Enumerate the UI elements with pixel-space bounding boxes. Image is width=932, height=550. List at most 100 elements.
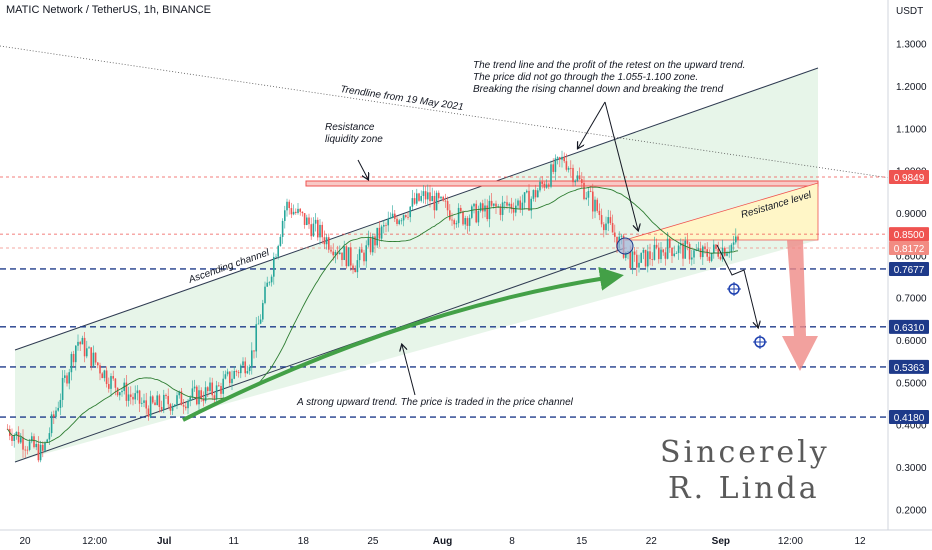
candle-body	[473, 203, 475, 207]
candle-body	[662, 249, 665, 253]
candle-body	[92, 352, 95, 366]
candle-body	[649, 251, 651, 260]
candle-body	[732, 242, 735, 245]
candle-body	[504, 202, 506, 204]
candle-body	[15, 431, 18, 436]
candle-body	[314, 219, 317, 224]
candle-body	[48, 433, 51, 440]
candle-body	[537, 190, 539, 198]
candle-body	[585, 197, 588, 200]
time-tick-label: Sep	[712, 536, 730, 547]
candle-body	[658, 247, 660, 260]
candle-body	[308, 217, 310, 225]
candle-body	[682, 243, 684, 259]
candle-body	[262, 303, 264, 320]
candle-body	[541, 181, 544, 184]
candle-body	[310, 224, 313, 237]
candle-body	[422, 191, 425, 196]
candle-body	[365, 245, 368, 262]
candle-body	[596, 199, 599, 211]
candle-body	[550, 164, 552, 187]
candle-body	[253, 350, 255, 352]
candle-body	[688, 243, 691, 260]
signature-line-2: R. Linda	[668, 471, 820, 506]
candle-body	[149, 396, 152, 417]
candle-body	[625, 251, 627, 258]
candle-body	[114, 378, 117, 388]
candle-body	[719, 256, 722, 260]
candle-body	[72, 353, 75, 363]
candle-body	[394, 213, 396, 219]
candle-body	[614, 232, 616, 237]
price-label-text: 0.8500	[894, 230, 925, 241]
price-tick-label: 0.8000	[896, 251, 927, 262]
candle-body	[273, 256, 275, 277]
candle-body	[196, 386, 198, 405]
candle-body	[112, 376, 115, 379]
candle-body	[715, 244, 717, 249]
candle-body	[521, 202, 524, 210]
candle-body	[125, 382, 128, 401]
price-label-text: 0.9849	[894, 173, 925, 184]
candle-body	[53, 414, 55, 417]
note-top-line-1: The trend line and the profit of the ret…	[473, 60, 745, 71]
candle-body	[323, 237, 326, 245]
candle-body	[539, 181, 541, 191]
candle-body	[510, 203, 513, 210]
candle-body	[209, 382, 211, 392]
candle-body	[339, 252, 341, 255]
candle-body	[411, 198, 414, 207]
candle-body	[468, 217, 471, 226]
price-label-text: 0.8172	[894, 244, 925, 255]
candle-body	[548, 184, 550, 187]
candle-body	[499, 206, 502, 215]
candle-body	[174, 404, 176, 407]
candle-body	[526, 190, 528, 193]
candle-body	[222, 378, 225, 394]
candle-body	[292, 211, 295, 215]
candle-body	[385, 225, 387, 226]
ascending-channel-fill	[15, 68, 818, 462]
price-tick-label: 1.3000	[896, 40, 927, 51]
candle-body	[387, 218, 390, 226]
candle-body	[713, 244, 715, 253]
candle-body	[726, 253, 728, 256]
candle-body	[420, 195, 423, 201]
candle-body	[138, 390, 141, 404]
candle-body	[105, 370, 108, 385]
candle-body	[554, 158, 557, 172]
candle-body	[116, 387, 119, 396]
candle-body	[380, 226, 383, 239]
candle-body	[545, 184, 548, 188]
candle-body	[728, 252, 731, 254]
candle-body	[11, 435, 13, 441]
candle-body	[482, 203, 484, 212]
candle-body	[42, 444, 44, 451]
candle-body	[286, 201, 288, 211]
candle-body	[224, 374, 227, 379]
candle-body	[405, 215, 407, 217]
candle-body	[565, 161, 568, 170]
resistance-zone-label-2: liquidity zone	[325, 134, 383, 145]
candle-body	[438, 192, 440, 199]
candle-body	[244, 361, 247, 374]
candle-body	[215, 385, 218, 400]
candle-body	[409, 206, 412, 218]
candle-body	[39, 444, 42, 461]
candle-body	[268, 282, 271, 284]
candle-body	[523, 192, 526, 203]
candle-body	[671, 247, 673, 256]
candle-body	[358, 249, 361, 261]
candle-body	[572, 167, 574, 183]
candle-body	[721, 247, 724, 260]
target-icon-1	[727, 282, 741, 296]
candle-body	[574, 180, 577, 183]
price-tick-label: 0.2000	[896, 505, 927, 516]
candle-body	[81, 337, 84, 345]
candle-body	[319, 224, 321, 238]
candle-body	[99, 365, 101, 374]
candle-body	[281, 220, 284, 237]
candle-body	[44, 442, 46, 451]
channel-upper-line	[14, 67, 819, 351]
